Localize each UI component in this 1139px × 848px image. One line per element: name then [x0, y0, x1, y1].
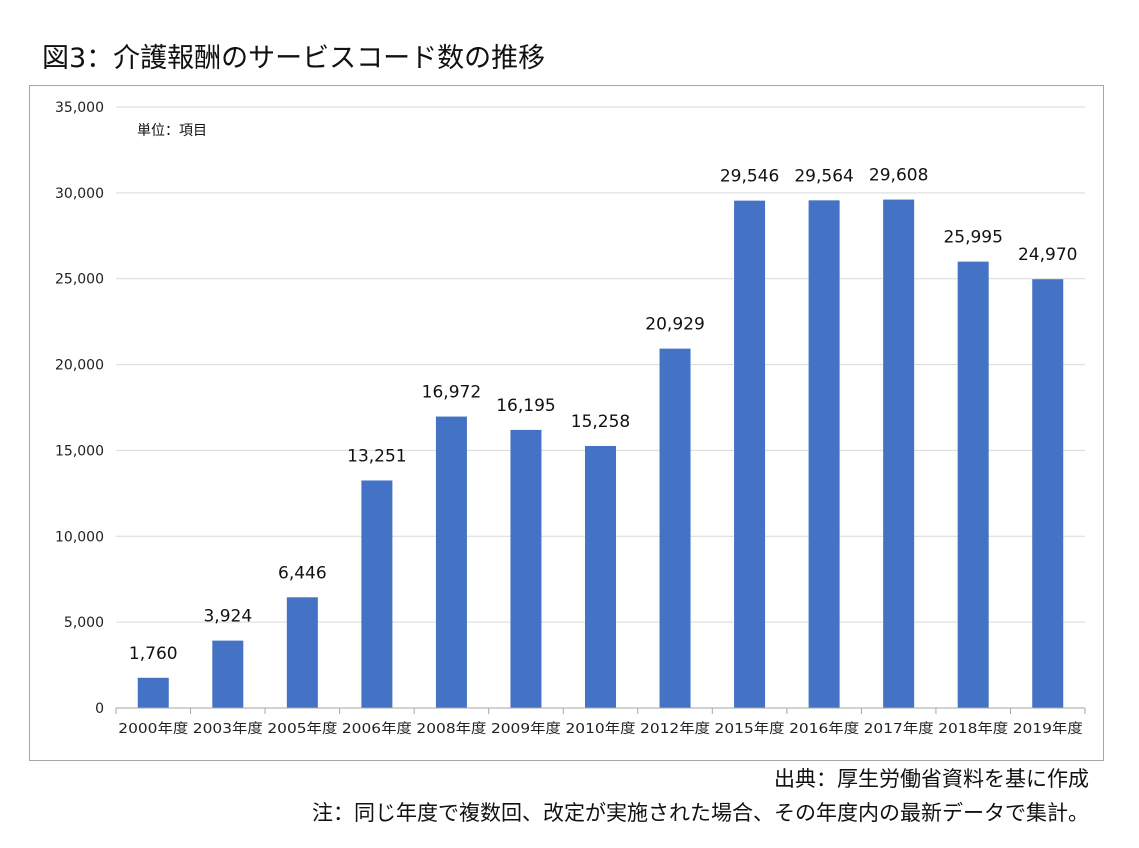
x-tick-label: 2015年度: [715, 721, 785, 737]
x-tick-label: 2005年度: [267, 721, 337, 737]
x-axis-tick-labels: 2000年度 2003年度 2005年度 2006年度 2008年度 2009年度 2010…: [118, 721, 1082, 737]
data-label: 20,929: [645, 315, 704, 335]
data-label: 1,760: [129, 644, 178, 664]
x-tick-label: 2010年度: [566, 721, 636, 737]
bar: [808, 200, 840, 709]
bar: [435, 416, 467, 708]
x-axis: [115, 707, 1086, 714]
unit-label: 単位：項目: [137, 123, 207, 139]
y-tick-label: 15,000: [55, 443, 104, 459]
bar: [659, 348, 691, 708]
y-tick-label: 25,000: [55, 272, 104, 288]
bar: [883, 199, 915, 708]
x-tick-label: 2019年度: [1013, 721, 1083, 737]
data-label: 29,564: [794, 166, 853, 186]
bar: [361, 480, 393, 708]
data-label: 16,972: [422, 383, 481, 403]
x-tick-label: 2017年度: [864, 721, 934, 737]
x-tick-label: 2016年度: [789, 721, 859, 737]
bars: [137, 199, 1064, 709]
x-tick-label: 2008年度: [416, 721, 486, 737]
value-labels: 1,760 3,924 6,446 13,251 16,972 16,195 15,258 2…: [129, 166, 1078, 664]
data-label: 3,924: [203, 607, 252, 627]
y-tick-label: 35,000: [55, 100, 104, 116]
x-tick-label: 2009年度: [491, 721, 561, 737]
bar: [1032, 279, 1064, 708]
gridlines: [116, 106, 1085, 623]
data-label: 29,546: [720, 167, 779, 187]
data-label: 15,258: [571, 412, 630, 432]
y-axis-tick-labels: 0 5,000 10,000 15,000 20,000 25,000 30,000 35,0…: [55, 100, 104, 717]
data-label: 13,251: [347, 446, 406, 466]
bar: [286, 597, 318, 708]
x-tick-label: 2012年度: [640, 721, 710, 737]
bar: [212, 640, 244, 708]
y-tick-label: 20,000: [55, 358, 104, 374]
chart-frame: [29, 85, 1104, 761]
y-tick-label: 30,000: [55, 186, 104, 202]
data-label: 24,970: [1018, 245, 1077, 265]
bar: [137, 677, 169, 708]
bar: [585, 445, 616, 708]
y-tick-label: 10,000: [55, 529, 104, 545]
x-tick-label: 2000年度: [118, 721, 188, 737]
bar: [957, 261, 989, 708]
y-tick-label: 5,000: [64, 615, 104, 631]
footnote: 注：同じ年度で複数回、改定が実施された場合、その年度内の最新データで集計。: [312, 801, 1089, 825]
data-label: 16,195: [496, 396, 555, 416]
y-tick-label: 0: [95, 701, 104, 717]
data-label: 25,995: [943, 228, 1002, 248]
source-note: 出典：厚生労働省資料を基に作成: [774, 767, 1089, 791]
x-tick-label: 2003年度: [193, 721, 263, 737]
bar: [510, 429, 542, 708]
bar: [734, 200, 766, 709]
data-label: 6,446: [278, 563, 327, 583]
data-label: 29,608: [869, 166, 928, 186]
x-tick-label: 2018年度: [938, 721, 1008, 737]
x-tick-label: 2006年度: [342, 721, 412, 737]
chart-title: 図3：介護報酬のサービスコード数の推移: [42, 43, 546, 74]
